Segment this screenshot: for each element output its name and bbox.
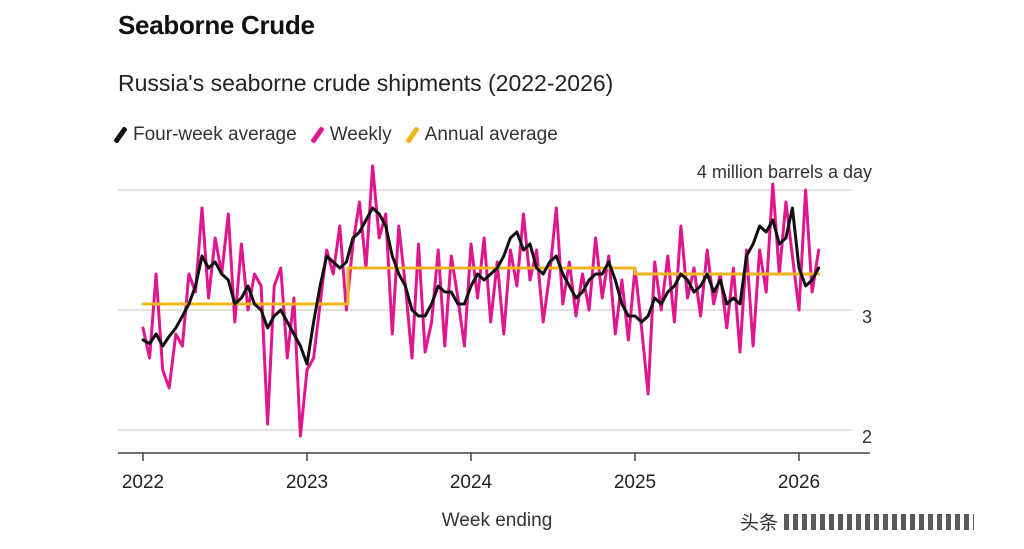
x-tick-label: 2024	[450, 472, 493, 493]
series-line-annual-average	[141, 266, 821, 306]
chart-plot: 4 million barrels a day 3 2 2022 2023 2024 202…	[118, 162, 872, 530]
legend-swatch-four-week	[113, 126, 128, 144]
legend-item-four-week: Four-week average	[113, 124, 297, 146]
legend-label-four-week: Four-week average	[133, 124, 297, 145]
watermark-text: 头条	[740, 513, 779, 534]
x-tick-label: 2026	[778, 472, 820, 493]
legend-swatch-annual	[404, 126, 420, 144]
y-tick-label: 2	[862, 427, 872, 447]
x-axis-label: Week ending	[442, 510, 553, 530]
legend-item-annual: Annual average	[404, 124, 558, 146]
chart-title: Russia's seaborne crude shipments (2022-…	[118, 70, 614, 96]
axis-layer: 4 million barrels a day 3 2 2022 2023 2024 202…	[118, 162, 872, 493]
legend-swatch-weekly	[309, 126, 325, 144]
series-line-weekly	[141, 164, 821, 438]
series-layer	[141, 164, 821, 438]
watermark-logo	[784, 513, 975, 530]
watermark: 头条	[740, 508, 975, 535]
legend-label-annual: Annual average	[424, 124, 558, 145]
x-tick-label: 2025	[614, 472, 656, 493]
headline: Seaborne Crude	[118, 10, 315, 40]
y-tick-label: 4 million barrels a day	[697, 162, 872, 182]
legend-item-weekly: Weekly	[309, 124, 392, 146]
x-tick-label: 2023	[286, 472, 328, 493]
series-line-four-week-average	[141, 206, 821, 366]
x-tick-label: 2022	[122, 472, 164, 493]
legend: Four-week average Weekly Annual average	[113, 124, 576, 146]
y-tick-label: 3	[862, 307, 872, 327]
legend-label-weekly: Weekly	[329, 124, 392, 145]
